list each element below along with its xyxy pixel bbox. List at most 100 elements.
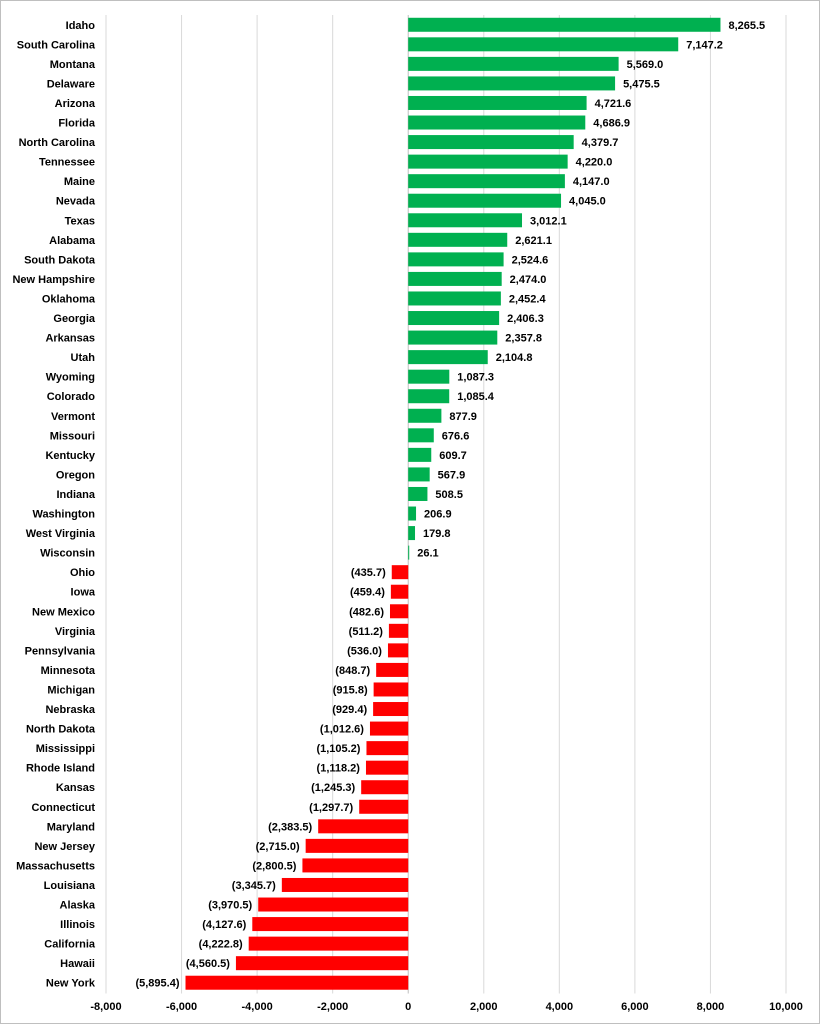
- category-label: Montana: [50, 59, 96, 71]
- x-tick-label: 0: [405, 1001, 411, 1013]
- x-tick-label: -6,000: [166, 1001, 197, 1013]
- value-label: (1,012.6): [320, 724, 364, 736]
- bar: [408, 271, 502, 286]
- value-label: (482.6): [349, 606, 384, 618]
- bar: [408, 350, 488, 365]
- value-label: (2,715.0): [256, 841, 300, 853]
- value-label: (536.0): [347, 645, 382, 657]
- category-label: Missouri: [50, 430, 95, 442]
- value-label: (4,560.5): [186, 958, 230, 970]
- value-label: (4,222.8): [199, 939, 243, 951]
- value-label: 8,265.5: [728, 20, 765, 32]
- x-tick-label: 10,000: [769, 1001, 803, 1013]
- bar: [408, 56, 619, 71]
- x-tick-label: 6,000: [621, 1001, 649, 1013]
- category-label: Delaware: [47, 78, 95, 90]
- bar: [408, 447, 432, 462]
- category-label: Nebraska: [45, 704, 95, 716]
- value-label: 7,147.2: [686, 39, 723, 51]
- category-label: North Carolina: [19, 137, 96, 149]
- value-label: (848.7): [335, 665, 370, 677]
- value-label: 4,045.0: [569, 196, 606, 208]
- bar: [373, 702, 409, 717]
- category-label: Alabama: [49, 235, 96, 247]
- category-label: Vermont: [51, 411, 95, 423]
- value-label: 567.9: [438, 469, 466, 481]
- category-label: Washington: [32, 509, 95, 521]
- category-label: New Hampshire: [12, 274, 95, 286]
- category-label: Pennsylvania: [25, 645, 96, 657]
- bar: [408, 154, 568, 169]
- value-label: (511.2): [349, 626, 384, 638]
- value-label: 676.6: [442, 430, 470, 442]
- value-label: 2,357.8: [505, 333, 542, 345]
- bar: [235, 956, 409, 971]
- bar: [373, 682, 409, 697]
- x-tick-label: -8,000: [90, 1001, 121, 1013]
- category-label: Idaho: [66, 20, 96, 32]
- value-label: 26.1: [417, 548, 438, 560]
- value-label: 4,686.9: [593, 118, 630, 130]
- bar: [408, 467, 430, 482]
- category-label: Tennessee: [39, 157, 95, 169]
- bar: [369, 721, 409, 736]
- category-label: Arizona: [55, 98, 96, 110]
- bar: [408, 135, 574, 150]
- bar: [361, 780, 409, 795]
- bar: [389, 604, 409, 619]
- value-label: (1,297.7): [309, 802, 353, 814]
- x-axis-ticks: -8,000 -6,000 -4,000 -2,000 0 2,000 4,000 6,000…: [90, 1001, 802, 1013]
- value-label: 2,406.3: [507, 313, 544, 325]
- category-label: South Dakota: [24, 254, 96, 266]
- bar: [185, 975, 409, 990]
- category-label: Louisiana: [44, 880, 96, 892]
- value-label: 1,085.4: [457, 391, 495, 403]
- value-label: 4,147.0: [573, 176, 610, 188]
- category-label: Colorado: [47, 391, 96, 403]
- bar: [408, 37, 679, 52]
- value-label: 5,475.5: [623, 78, 660, 90]
- value-label: 206.9: [424, 509, 452, 521]
- value-label: (435.7): [351, 567, 386, 579]
- bar: [248, 936, 409, 951]
- bar: [408, 526, 416, 541]
- bar: [408, 174, 565, 189]
- category-label: Virginia: [55, 626, 96, 638]
- category-label: North Dakota: [26, 724, 96, 736]
- value-label: 5,569.0: [627, 59, 664, 71]
- category-label: Ohio: [70, 567, 95, 579]
- category-label: Nevada: [56, 196, 96, 208]
- bar: [408, 389, 450, 404]
- value-label: (5,895.4): [135, 978, 179, 990]
- bar: [408, 428, 434, 443]
- bar: [258, 897, 409, 912]
- bar: [408, 232, 508, 247]
- bar: [376, 662, 409, 677]
- value-label: (2,383.5): [268, 821, 312, 833]
- bar: [408, 115, 586, 130]
- bar: [408, 213, 523, 228]
- category-label: Connecticut: [31, 802, 95, 814]
- value-label: 4,721.6: [595, 98, 632, 110]
- x-tick-label: -2,000: [317, 1001, 348, 1013]
- bar: [408, 76, 616, 91]
- value-label: 877.9: [449, 411, 477, 423]
- category-label: New York: [46, 978, 96, 990]
- value-label: 1,087.3: [457, 372, 494, 384]
- bar: [388, 623, 409, 638]
- bar: [408, 330, 498, 345]
- bar: [408, 369, 450, 384]
- category-label: Wyoming: [46, 372, 95, 384]
- value-label: (929.4): [332, 704, 367, 716]
- category-label: Arkansas: [45, 333, 95, 345]
- value-label: (459.4): [350, 587, 385, 599]
- value-label: 2,452.4: [509, 293, 547, 305]
- category-label: Alaska: [60, 900, 96, 912]
- category-label: Oregon: [56, 469, 95, 481]
- bar: [408, 193, 562, 208]
- category-label: Utah: [71, 352, 96, 364]
- value-label: (1,245.3): [311, 782, 355, 794]
- category-label: Hawaii: [60, 958, 95, 970]
- bar: [281, 877, 409, 892]
- value-label: 2,524.6: [512, 254, 549, 266]
